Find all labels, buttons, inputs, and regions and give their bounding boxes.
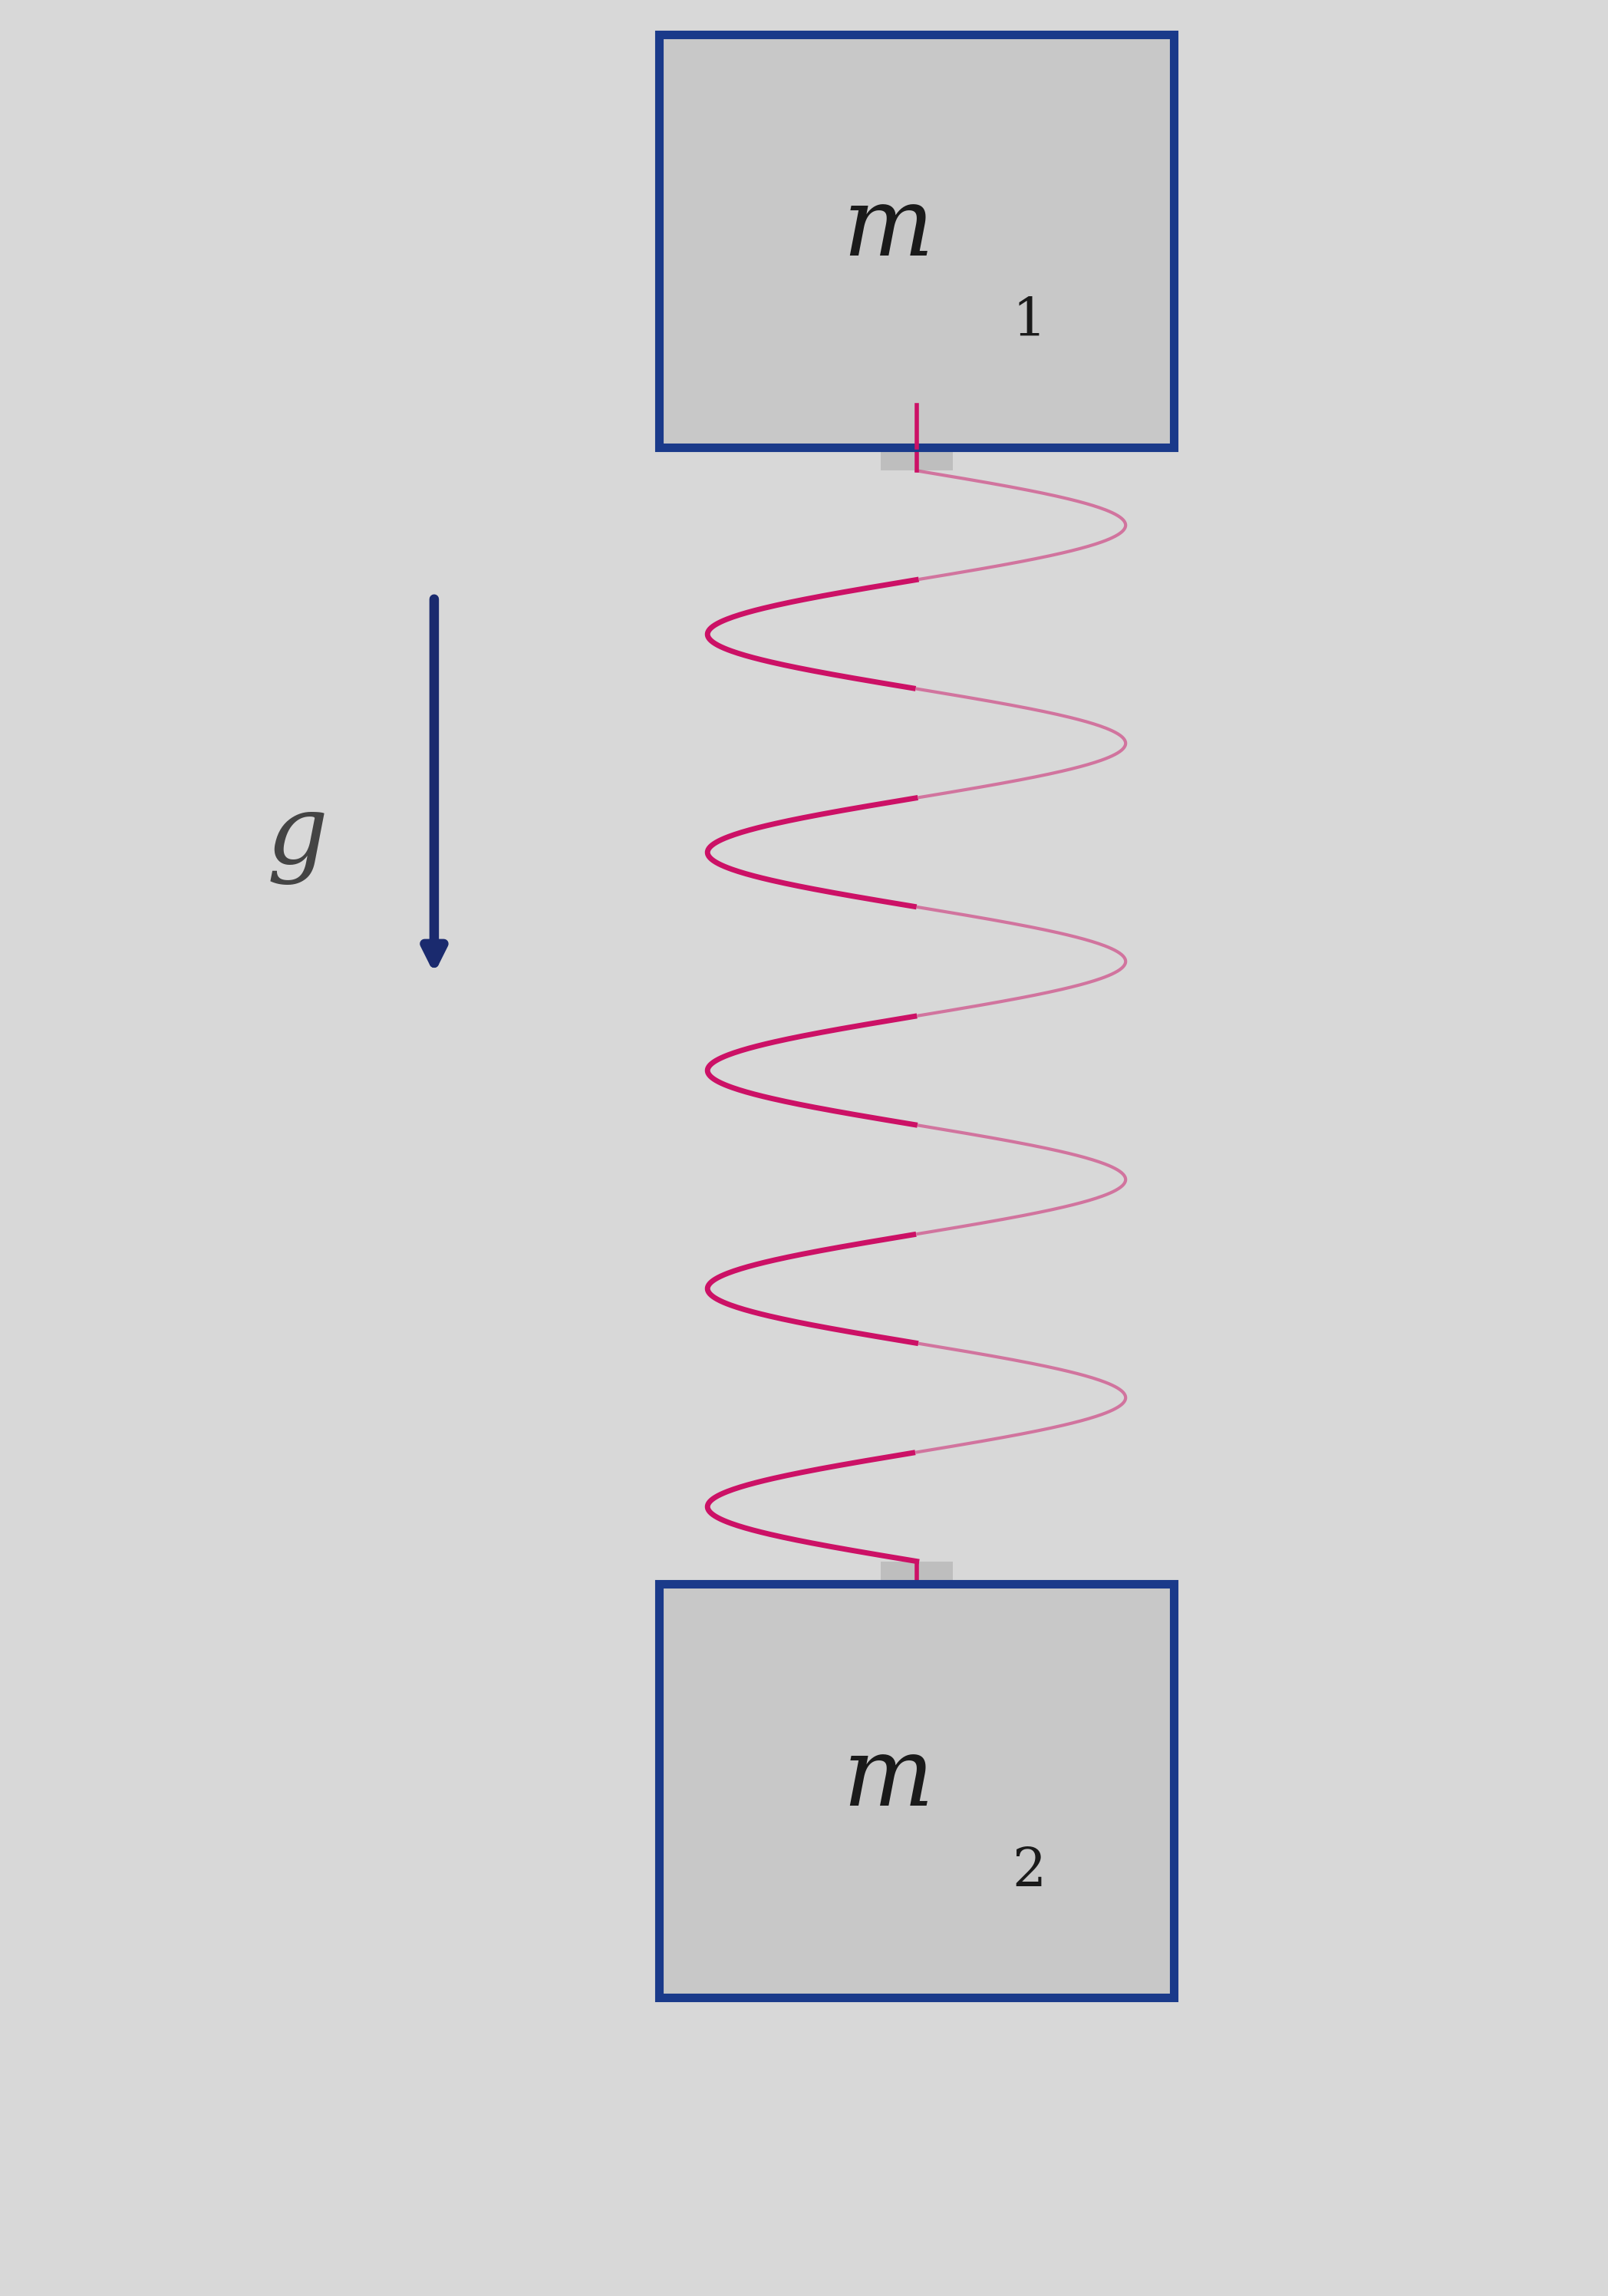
Bar	[881, 1561, 952, 1584]
Text: g: g	[267, 792, 328, 884]
FancyBboxPatch shape	[659, 34, 1174, 448]
Bar	[881, 448, 952, 471]
Text: 2: 2	[1011, 1846, 1047, 1896]
FancyBboxPatch shape	[659, 1584, 1174, 1998]
Text: m: m	[843, 184, 933, 276]
Text: m: m	[843, 1733, 933, 1825]
Text: 1: 1	[1011, 296, 1047, 347]
